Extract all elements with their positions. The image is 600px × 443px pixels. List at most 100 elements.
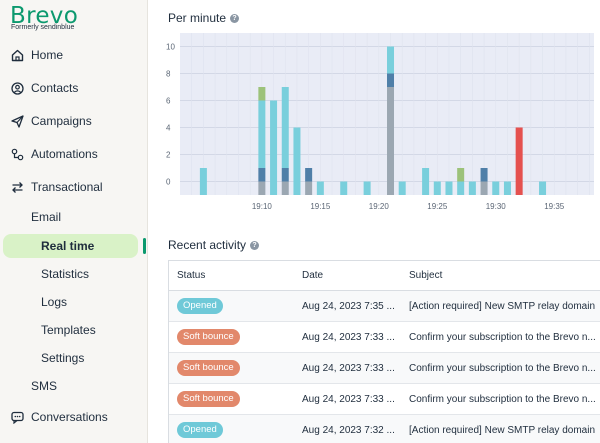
chart-bar-segment (433, 181, 441, 195)
sidebar-item-statistics[interactable]: Statistics (0, 262, 148, 286)
home-icon (11, 49, 24, 62)
y-tick-label: 0 (166, 178, 171, 187)
sidebar-item-label: Email (31, 210, 62, 224)
status-cell: Opened (177, 415, 295, 443)
status-cell: Soft bounce (177, 353, 295, 383)
arrows-swap-icon (11, 181, 24, 194)
chart-bar-segment (281, 181, 289, 195)
sidebar-item-label: Logs (41, 295, 68, 309)
sidebar-item-label: Conversations (31, 410, 108, 424)
sidebar-item-transactional[interactable]: Transactional (0, 174, 148, 200)
sidebar-item-contacts[interactable]: Contacts (0, 75, 148, 101)
sidebar-item-logs[interactable]: Logs (0, 290, 148, 314)
sidebar-item-templates[interactable]: Templates (0, 318, 148, 342)
x-tick-label: 19:25 (427, 202, 448, 211)
recent-activity-title: Recent activity ? (168, 238, 260, 252)
x-tick-label: 19:20 (369, 202, 390, 211)
sidebar-item-label: Contacts (31, 81, 79, 95)
status-badge: Opened (177, 298, 223, 314)
table-row[interactable]: Opened Aug 24, 2023 7:32 ... [Action req… (169, 415, 600, 443)
chart-bar-segment (445, 181, 453, 195)
y-tick-label: 10 (166, 43, 175, 52)
sidebar-item-label: Home (31, 48, 64, 62)
sidebar-item-real-time[interactable]: Real time (3, 234, 138, 258)
chart-bar-segment (387, 73, 395, 87)
date-cell: Aug 24, 2023 7:35 ... (302, 300, 395, 312)
chart-bar-segment (363, 181, 371, 195)
table-body: Opened Aug 24, 2023 7:35 ... [Action req… (169, 291, 600, 443)
chart-bar-segment (457, 168, 465, 182)
chart-bar-segment (480, 181, 488, 195)
sidebar-item-label: SMS (31, 379, 58, 393)
table-row[interactable]: Soft bounce Aug 24, 2023 7:33 ... Confir… (169, 322, 600, 353)
sidebar-item-label: Real time (41, 239, 95, 253)
brand-logo[interactable]: Brevo (10, 3, 79, 29)
sidebar-item-campaigns[interactable]: Campaigns (0, 108, 148, 134)
table-row[interactable]: Soft bounce Aug 24, 2023 7:33 ... Confir… (169, 384, 600, 415)
status-badge: Soft bounce (177, 329, 240, 345)
status-cell: Soft bounce (177, 384, 295, 414)
x-tick-label: 19:30 (486, 202, 507, 211)
table-row[interactable]: Opened Aug 24, 2023 7:35 ... [Action req… (169, 291, 600, 322)
chart-bar-segment (398, 181, 406, 195)
sidebar-item-automations[interactable]: Automations (0, 141, 148, 167)
status-badge: Soft bounce (177, 360, 240, 376)
sidebar-item-email[interactable]: Email (0, 205, 148, 229)
active-indicator (143, 238, 146, 254)
chart-bar-segment (270, 100, 278, 195)
main-content: Per minute ? 10 8 6 4 2 0 19:10 19:15 19:20 19:25… (149, 0, 600, 443)
help-icon[interactable]: ? (250, 240, 260, 250)
sidebar-item-label: Templates (41, 323, 96, 337)
chart-bar-segment (258, 100, 266, 168)
chart-bar-segment (492, 181, 500, 195)
chat-icon (11, 411, 24, 424)
chart-bar-segment (503, 181, 511, 195)
recent-activity-table: Status Date Subject Opened Aug 24, 2023 … (168, 260, 600, 443)
sidebar-item-label: Statistics (41, 267, 90, 281)
column-header-subject[interactable]: Subject (409, 270, 443, 281)
section-title-text: Recent activity (168, 238, 247, 252)
chart-bar-segment (480, 168, 488, 182)
sidebar-item-home[interactable]: Home (0, 42, 148, 68)
y-tick-label: 8 (166, 70, 171, 79)
column-header-status[interactable]: Status (177, 270, 206, 281)
table-header: Status Date Subject (169, 261, 600, 291)
status-cell: Opened (177, 291, 295, 321)
chart-bar-segment (387, 46, 395, 74)
column-header-date[interactable]: Date (302, 270, 324, 281)
sidebar-item-label: Settings (41, 351, 85, 365)
sidebar-item-label: Transactional (31, 180, 103, 194)
brand-formerly: Formerly sendinblue (11, 24, 75, 31)
chart-bar-segment (258, 168, 266, 182)
sidebar-item-sms[interactable]: SMS (0, 374, 148, 398)
y-tick-label: 6 (166, 97, 171, 106)
sidebar-item-label: Campaigns (31, 114, 92, 128)
chart-bar-segment (468, 181, 476, 195)
chart-bar-segment (258, 181, 266, 195)
chart-bar-segment (281, 87, 289, 168)
y-tick-label: 4 (166, 124, 171, 133)
chart-bar-segment (515, 127, 523, 195)
chart-bar-segment (387, 87, 395, 195)
sidebar-item-conversations[interactable]: Conversations (0, 404, 148, 430)
per-minute-chart: 10 8 6 4 2 0 19:10 19:15 19:20 19:25 19:30 19:35 (163, 33, 600, 213)
chart-bar-segment (539, 181, 547, 195)
sidebar: Brevo Formerly sendinblue Home Contacts … (0, 0, 148, 443)
subject-cell: [Action required] New SMTP relay domain (409, 300, 596, 312)
subject-cell: Confirm your subscription to the Brevo n… (409, 393, 596, 405)
section-title-text: Per minute (168, 11, 227, 25)
sidebar-item-settings[interactable]: Settings (0, 346, 148, 370)
status-cell: Soft bounce (177, 322, 295, 352)
help-icon[interactable]: ? (230, 13, 240, 23)
subject-cell: Confirm your subscription to the Brevo n… (409, 331, 596, 343)
chart-bar-segment (457, 181, 465, 195)
y-tick-label: 2 (166, 151, 171, 160)
chart-svg: 10 8 6 4 2 0 19:10 19:15 19:20 19:25 19:30 19:35 (166, 33, 594, 211)
table-row[interactable]: Soft bounce Aug 24, 2023 7:33 ... Confir… (169, 353, 600, 384)
chart-bar-segment (199, 168, 207, 195)
sidebar-item-label: Automations (31, 147, 98, 161)
chart-bar-segment (340, 181, 348, 195)
automation-icon (11, 148, 24, 161)
date-cell: Aug 24, 2023 7:32 ... (302, 424, 395, 436)
chart-bar-segment (305, 168, 313, 182)
